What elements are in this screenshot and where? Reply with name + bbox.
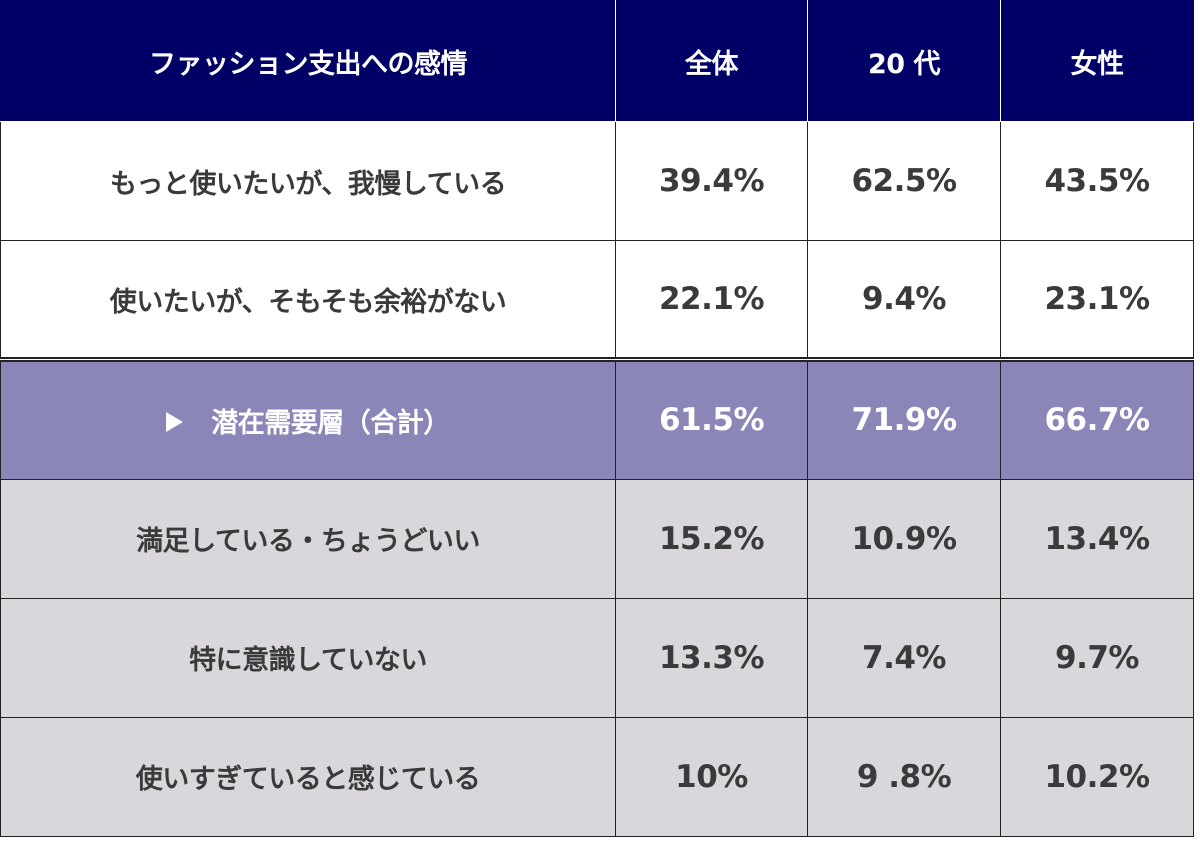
cell-overall: 61.5%	[615, 357, 808, 480]
row-label: 特に意識していない	[0, 597, 616, 718]
header-20s: 20 代	[807, 0, 1001, 123]
cell-overall: 22.1%	[615, 240, 808, 361]
table-row: 満足している・ちょうどいい 15.2% 10.9% 13.4%	[0, 478, 1194, 599]
table-row: 使いたいが、そもそも余裕がない 22.1% 9.4% 23.1%	[0, 240, 1194, 361]
cell-women: 13.4%	[1000, 478, 1194, 599]
cell-women: 9.7%	[1000, 597, 1194, 718]
cell-women: 10.2%	[1000, 716, 1194, 838]
row-label: もっと使いたいが、我慢している	[0, 121, 616, 242]
cell-20s: 9 .8%	[807, 716, 1001, 838]
cell-women: 23.1%	[1000, 240, 1194, 361]
cell-women: 66.7%	[1000, 357, 1194, 480]
row-label: 潜在需要層（合計）	[211, 407, 450, 439]
cell-20s: 9.4%	[807, 240, 1001, 361]
row-label: 使いたいが、そもそも余裕がない	[0, 240, 616, 361]
subtotal-row: 潜在需要層（合計） 61.5% 71.9% 66.7%	[0, 357, 1194, 480]
cell-20s: 71.9%	[807, 357, 1001, 480]
subtotal-label-cell: 潜在需要層（合計）	[0, 357, 616, 480]
row-label: 使いすぎていると感じている	[0, 716, 616, 838]
cell-overall: 39.4%	[615, 121, 808, 242]
header-women: 女性	[1000, 0, 1194, 123]
cell-overall: 10%	[615, 716, 808, 838]
cell-overall: 15.2%	[615, 478, 808, 599]
table-row: 使いすぎていると感じている 10% 9 .8% 10.2%	[0, 716, 1194, 838]
header-row: ファッション支出への感情 全体 20 代 女性	[0, 0, 1194, 123]
header-overall: 全体	[615, 0, 808, 123]
table-row: 特に意識していない 13.3% 7.4% 9.7%	[0, 597, 1194, 718]
cell-20s: 7.4%	[807, 597, 1001, 718]
row-label: 満足している・ちょうどいい	[0, 478, 616, 599]
table-row: もっと使いたいが、我慢している 39.4% 62.5% 43.5%	[0, 121, 1194, 242]
cell-20s: 10.9%	[807, 478, 1001, 599]
triangle-right-icon	[166, 412, 184, 433]
cell-women: 43.5%	[1000, 121, 1194, 242]
header-category: ファッション支出への感情	[0, 0, 616, 123]
cell-overall: 13.3%	[615, 597, 808, 718]
cell-20s: 62.5%	[807, 121, 1001, 242]
